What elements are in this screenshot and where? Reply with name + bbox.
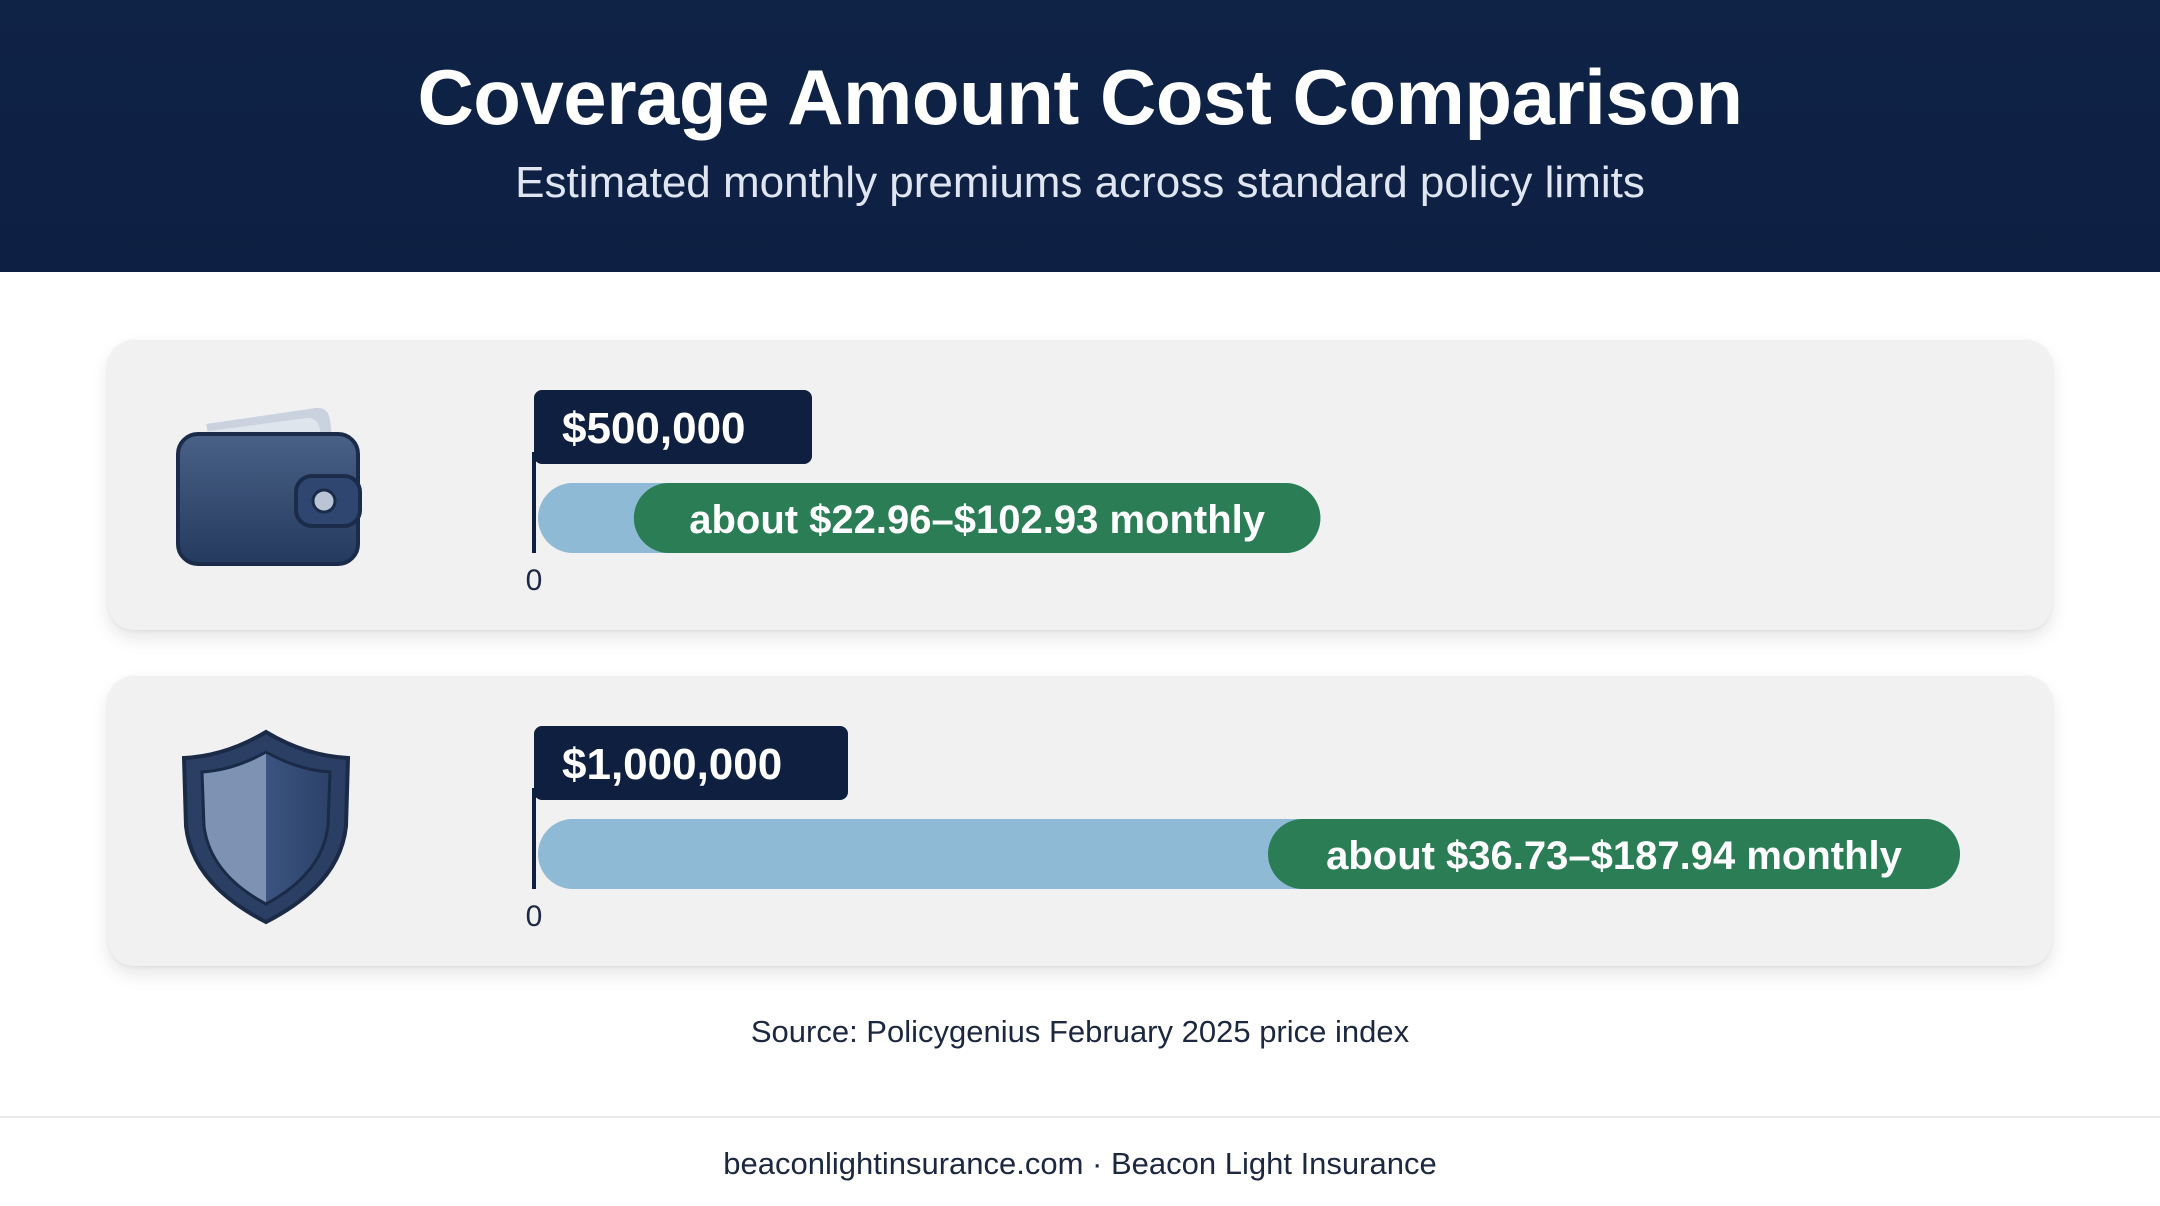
- range-label: about $36.73–$187.94 monthly: [1326, 834, 1903, 878]
- shield-icon: [166, 726, 366, 926]
- page-title: Coverage Amount Cost Comparison: [417, 53, 1743, 141]
- tick-label-zero: 0: [526, 900, 543, 933]
- footer-text: beaconlightinsurance.com · Beacon Light …: [723, 1146, 1437, 1181]
- chart-row-1m: $1,000,000 about $36.73–$187.94 monthly 0: [408, 676, 2028, 966]
- range-label: about $22.96–$102.93 monthly: [689, 498, 1266, 542]
- coverage-card-500k: $500,000 about $22.96–$102.93 monthly 0: [108, 340, 2052, 630]
- category-label-box: [534, 726, 848, 800]
- chart-svg-1m: $1,000,000 about $36.73–$187.94 monthly 0: [526, 726, 1960, 933]
- category-label: $1,000,000: [562, 740, 782, 789]
- range-pill: [633, 483, 1321, 553]
- page-subtitle: Estimated monthly premiums across standa…: [515, 158, 1645, 207]
- coverage-card-1m: $1,000,000 about $36.73–$187.94 monthly 0: [108, 676, 2052, 966]
- source-note: Source: Policygenius February 2025 price…: [750, 1014, 1410, 1049]
- tick-label-zero: 0: [526, 564, 543, 597]
- range-pill: [1268, 819, 1960, 889]
- header-banner: Coverage Amount Cost Comparison Estimate…: [0, 0, 2160, 272]
- chart-row-500k: $500,000 about $22.96–$102.93 monthly 0: [408, 340, 2028, 630]
- category-label: $500,000: [562, 404, 746, 453]
- footer-divider: [0, 1116, 2160, 1118]
- chart-svg-500k: $500,000 about $22.96–$102.93 monthly 0: [526, 390, 1321, 597]
- category-label-box: [534, 390, 812, 464]
- wallet-icon: [166, 390, 366, 590]
